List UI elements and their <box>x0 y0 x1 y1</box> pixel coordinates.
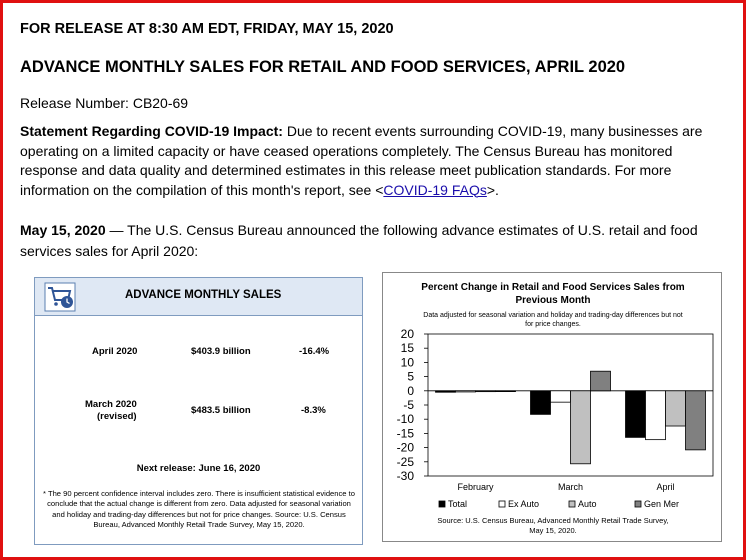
x-category-label: March <box>558 482 583 492</box>
y-tick-label: -30 <box>397 469 415 483</box>
legend-swatch <box>498 500 506 508</box>
row-march-period: March 2020 <box>85 399 137 410</box>
sales-footnote: * The 90 percent confidence interval inc… <box>43 489 355 530</box>
next-release: Next release: June 16, 2020 <box>136 463 261 474</box>
intro-date: May 15, 2020 <box>20 222 106 238</box>
y-tick-label: 10 <box>401 355 415 369</box>
y-tick-label: 15 <box>401 341 415 355</box>
bar-ex-auto-march <box>550 390 571 403</box>
bar-gen-mer-march <box>590 370 611 392</box>
y-tick-label: 20 <box>401 327 415 341</box>
sales-box-header: ADVANCE MONTHLY SALES <box>35 278 362 316</box>
legend-swatch <box>438 500 446 508</box>
row-march-note: (revised) <box>97 411 137 422</box>
release-date: FOR RELEASE AT 8:30 AM EDT, FRIDAY, MAY … <box>20 21 394 37</box>
release-number: Release Number: CB20-69 <box>20 95 189 111</box>
bar-gen-mer-april <box>685 390 706 451</box>
covid-faqs-link[interactable]: COVID-19 FAQs <box>383 181 487 198</box>
bar-ex-auto-april <box>645 390 666 441</box>
y-tick-label: -15 <box>397 426 415 440</box>
chart-title-line1: Percent Change in Retail and Food Servic… <box>421 282 685 293</box>
legend-label: Ex Auto <box>508 499 539 509</box>
bar-gen-mer-february <box>495 390 516 393</box>
chart-legend: Total Ex Auto Auto Gen Mer <box>438 499 679 509</box>
y-tick-label: 0 <box>407 384 414 398</box>
statement-label: Statement Regarding COVID-19 Impact: <box>20 123 283 139</box>
chart-subtitle-line2: for price changes. <box>525 321 581 328</box>
y-tick-label: -10 <box>397 412 415 426</box>
chart-svg: Percent Change in Retail and Food Servic… <box>397 282 714 535</box>
bar-auto-march <box>570 390 591 465</box>
shopping-cart-clock-icon <box>44 282 76 312</box>
chart-source-line1: Source: U.S. Census Bureau, Advanced Mon… <box>437 516 668 525</box>
sales-box-title: ADVANCE MONTHLY SALES <box>125 289 282 301</box>
legend-swatch <box>568 500 576 508</box>
legend-label: Gen Mer <box>644 499 679 509</box>
y-tick-label: -5 <box>403 398 414 412</box>
chart-title-line2: Previous Month <box>515 295 590 306</box>
legend-label: Total <box>448 499 467 509</box>
row-april-value: $403.9 billion <box>191 346 251 357</box>
legend-label: Auto <box>578 499 597 509</box>
legend-swatch <box>634 500 642 508</box>
advance-sales-box: ADVANCE MONTHLY SALES April 2020 $403.9 … <box>34 277 363 545</box>
bar-auto-february <box>475 390 496 393</box>
y-tick-label: -25 <box>397 455 415 469</box>
row-april-period: April 2020 <box>92 346 138 357</box>
bar-auto-april <box>665 390 686 427</box>
bar-total-february <box>435 390 456 393</box>
intro-paragraph: May 15, 2020 — The U.S. Census Bureau an… <box>20 220 720 261</box>
x-category-label: February <box>457 482 494 492</box>
y-tick-label: -20 <box>397 441 415 455</box>
bar-total-march <box>530 390 551 415</box>
statement-text-end: >. <box>486 181 499 198</box>
row-march-change: -8.3% <box>301 405 326 416</box>
row-april-change: -16.4% <box>299 346 330 357</box>
chart-source-line2: May 15, 2020. <box>529 526 577 535</box>
statement-text: Due to recent events surrounding COVID-1… <box>20 123 703 198</box>
bar-total-april <box>625 390 646 438</box>
page-title: ADVANCE MONTHLY SALES FOR RETAIL AND FOO… <box>20 58 626 76</box>
x-category-label: April <box>656 482 674 492</box>
bar-ex-auto-february <box>455 390 476 393</box>
covid-statement: Statement Regarding COVID-19 Impact: Due… <box>20 122 720 200</box>
chart-subtitle-line1: Data adjusted for seasonal variation and… <box>423 312 682 319</box>
y-tick-label: 5 <box>407 370 414 384</box>
percent-change-chart: Percent Change in Retail and Food Servic… <box>382 272 722 542</box>
row-march-value: $483.5 billion <box>191 405 251 416</box>
intro-text: — The U.S. Census Bureau announced the f… <box>20 222 698 259</box>
